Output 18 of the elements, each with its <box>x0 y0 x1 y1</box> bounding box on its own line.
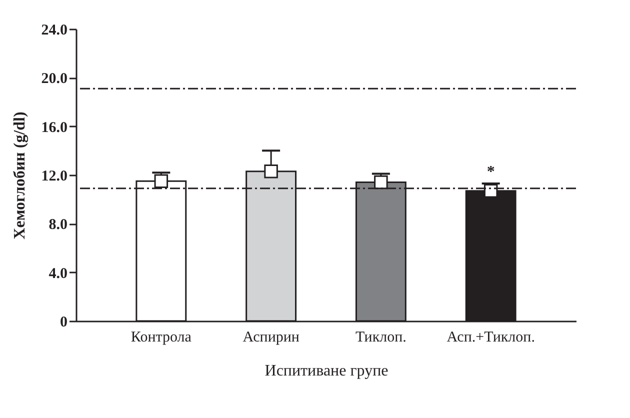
point <box>484 184 498 198</box>
x-tick-label: Аспирин <box>242 330 300 346</box>
x-axis-title: Испитиване групе <box>264 362 388 380</box>
x-tick-label: Контрола <box>130 330 192 346</box>
y-tick-label: 4.0 <box>48 266 68 282</box>
y-tick-label: 16.0 <box>41 120 68 136</box>
x-tick-label: Тиклоп. <box>356 330 406 346</box>
x-tick-label: Асп.+Тиклоп. <box>446 330 535 346</box>
point <box>374 175 388 190</box>
y-tick-label: 24.0 <box>41 22 68 38</box>
y-tick-label: 20.0 <box>41 71 68 88</box>
y-tick-label: 8.0 <box>48 217 68 234</box>
point <box>154 174 168 188</box>
y-tick-label: 12.0 <box>41 168 68 184</box>
y-tick-label: 0 <box>60 314 68 330</box>
point <box>264 164 278 178</box>
y-axis-title: Хемоглобин (g/dl) <box>11 112 28 240</box>
annotation: * <box>486 164 495 181</box>
